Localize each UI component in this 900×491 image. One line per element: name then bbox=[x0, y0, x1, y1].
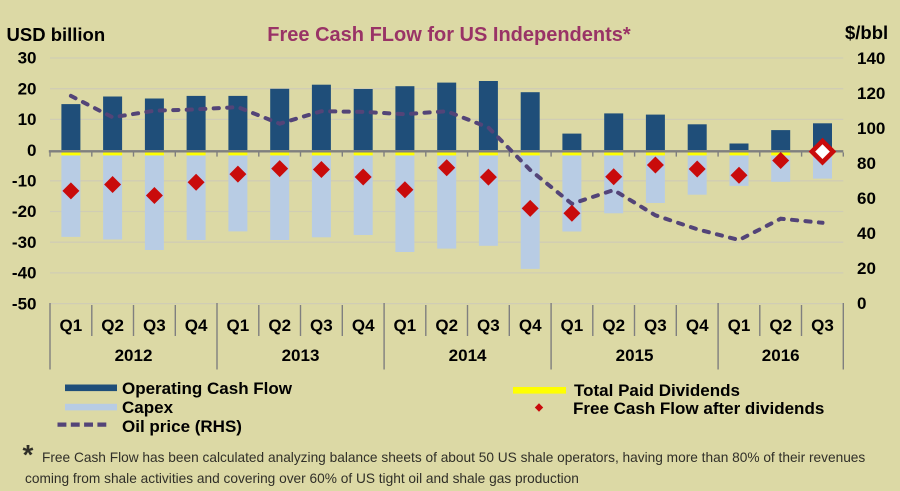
svg-text:Total Paid Dividends: Total Paid Dividends bbox=[574, 381, 740, 400]
svg-text:Q2: Q2 bbox=[602, 316, 625, 335]
svg-text:Q1: Q1 bbox=[60, 316, 83, 335]
svg-text:Free Cash Flow has been calcul: Free Cash Flow has been calculated analy… bbox=[42, 450, 865, 465]
svg-text:Free Cash Flow after dividends: Free Cash Flow after dividends bbox=[573, 399, 824, 418]
svg-text:40: 40 bbox=[857, 224, 876, 243]
svg-text:-20: -20 bbox=[12, 202, 37, 221]
svg-text:Q3: Q3 bbox=[811, 316, 834, 335]
svg-text:Capex: Capex bbox=[122, 398, 174, 417]
svg-text:80: 80 bbox=[857, 154, 876, 173]
svg-text:140: 140 bbox=[857, 49, 885, 68]
svg-text:Q4: Q4 bbox=[686, 316, 709, 335]
svg-text:Q2: Q2 bbox=[101, 316, 124, 335]
svg-text:20: 20 bbox=[18, 79, 37, 98]
svg-text:100: 100 bbox=[857, 119, 885, 138]
svg-text:Q1: Q1 bbox=[728, 316, 751, 335]
svg-text:2013: 2013 bbox=[282, 346, 320, 365]
svg-text:Q3: Q3 bbox=[143, 316, 166, 335]
svg-text:60: 60 bbox=[857, 189, 876, 208]
svg-text:Oil price (RHS): Oil price (RHS) bbox=[122, 417, 242, 436]
svg-text:*: * bbox=[23, 439, 34, 470]
svg-text:2016: 2016 bbox=[762, 346, 800, 365]
svg-text:Q4: Q4 bbox=[519, 316, 542, 335]
svg-text:Q1: Q1 bbox=[561, 316, 584, 335]
svg-text:0: 0 bbox=[857, 294, 866, 313]
svg-text:120: 120 bbox=[857, 84, 885, 103]
svg-text:2014: 2014 bbox=[449, 346, 487, 365]
svg-text:Q2: Q2 bbox=[435, 316, 458, 335]
svg-text:$/bbl: $/bbl bbox=[845, 22, 888, 43]
svg-text:20: 20 bbox=[857, 259, 876, 278]
svg-text:Q2: Q2 bbox=[268, 316, 291, 335]
svg-text:Q3: Q3 bbox=[644, 316, 667, 335]
svg-text:Q4: Q4 bbox=[185, 316, 208, 335]
svg-text:0: 0 bbox=[27, 141, 36, 160]
svg-text:2015: 2015 bbox=[616, 346, 654, 365]
svg-text:Q1: Q1 bbox=[394, 316, 417, 335]
svg-text:Operating Cash Flow: Operating Cash Flow bbox=[122, 379, 293, 398]
svg-text:-50: -50 bbox=[12, 294, 37, 313]
svg-text:Q1: Q1 bbox=[227, 316, 250, 335]
svg-text:-30: -30 bbox=[12, 233, 37, 252]
svg-text:30: 30 bbox=[18, 49, 37, 68]
svg-text:USD billion: USD billion bbox=[7, 24, 106, 45]
svg-text:-10: -10 bbox=[12, 172, 37, 191]
svg-text:Free Cash FLow for US Independ: Free Cash FLow for US Independents* bbox=[267, 24, 631, 46]
svg-text:-40: -40 bbox=[12, 264, 37, 283]
svg-text:Q2: Q2 bbox=[769, 316, 792, 335]
svg-text:Q4: Q4 bbox=[352, 316, 375, 335]
svg-text:coming from shale activities a: coming from shale activities and coverin… bbox=[25, 471, 579, 486]
svg-text:Q3: Q3 bbox=[477, 316, 500, 335]
svg-text:2012: 2012 bbox=[115, 346, 153, 365]
svg-text:10: 10 bbox=[18, 110, 37, 129]
svg-text:Q3: Q3 bbox=[310, 316, 333, 335]
